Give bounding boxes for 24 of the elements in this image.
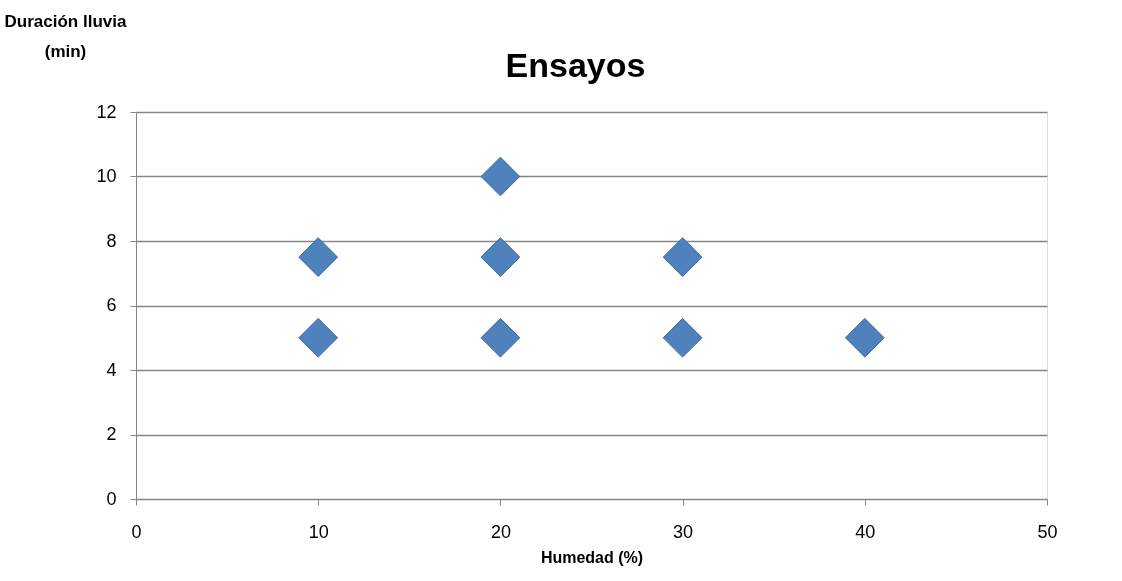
point: [844, 317, 885, 358]
y-tick-label: 0: [106, 488, 117, 509]
y-tick-label: 4: [106, 359, 117, 380]
point: [480, 237, 521, 277]
x-tick-label: 0: [131, 521, 142, 542]
y-axis-title: Duración lluvia (min): [4, 11, 127, 61]
y-tick-label: 2: [106, 424, 117, 444]
point: [298, 237, 339, 277]
point: [298, 317, 339, 358]
x-tick-label: 20: [490, 521, 511, 542]
point: [662, 237, 703, 277]
y-tick-label: 6: [106, 295, 117, 315]
x-tick-label: 40: [855, 521, 876, 542]
y-tick-label: 8: [106, 230, 117, 251]
point: [662, 317, 703, 358]
x-tick-label: 50: [1037, 521, 1058, 542]
x-axis-title: Humedad (%): [540, 548, 644, 566]
y-tick-label: 12: [96, 101, 117, 122]
chart-title: Ensayos: [505, 46, 646, 84]
x-tick-label: 30: [673, 521, 694, 542]
y-tick-label: 10: [96, 166, 117, 186]
x-tick-label: 10: [308, 521, 329, 542]
point: [480, 156, 521, 197]
point: [480, 317, 521, 358]
